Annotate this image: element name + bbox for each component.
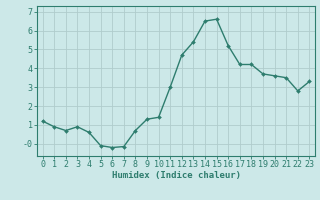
X-axis label: Humidex (Indice chaleur): Humidex (Indice chaleur) [111,171,241,180]
